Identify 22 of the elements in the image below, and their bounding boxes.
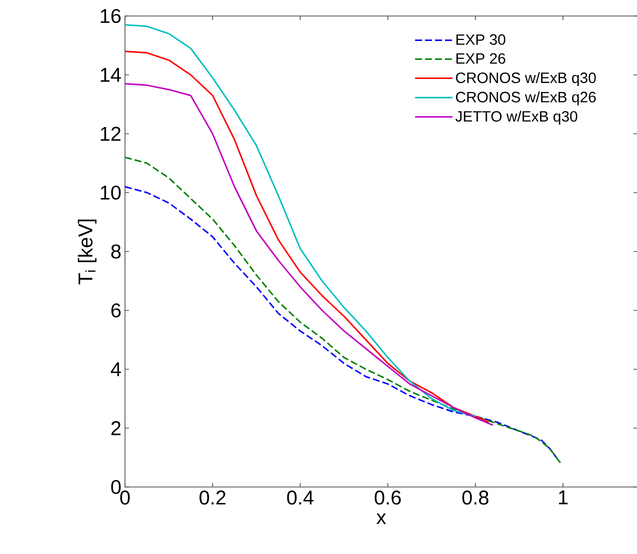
y-tick-label: 0 xyxy=(111,480,121,494)
x-axis-title: x xyxy=(376,513,386,524)
legend-label: JETTO w/ExB q30 xyxy=(455,110,578,125)
x-tick-label: 1 xyxy=(558,490,568,504)
y-tick-label: 8 xyxy=(111,244,121,259)
x-tick-label: 0.6 xyxy=(374,490,401,505)
y-tick-label: 2 xyxy=(111,421,120,436)
legend-label: CRONOS w/ExB q30 xyxy=(456,72,596,86)
legend-label: CRONOS w/ExB q26 xyxy=(456,91,596,106)
y-tick-label: 10 xyxy=(100,186,121,200)
x-tick-label: 0.4 xyxy=(287,490,314,505)
y-axis-title: T$_{i}$ [keV] xyxy=(78,220,96,284)
y-tick-label: 12 xyxy=(100,126,120,141)
y-tick-label: 16 xyxy=(100,8,121,24)
legend-label: EXP 30 xyxy=(456,34,506,45)
y-tick-label: 14 xyxy=(100,68,121,82)
x-tick-label: 0.8 xyxy=(462,490,488,505)
x-tick-label: 0.2 xyxy=(200,490,226,505)
legend-label: EXP 26 xyxy=(456,53,506,64)
x-tick-label: 0 xyxy=(120,490,130,505)
y-tick-label: 4 xyxy=(110,362,121,376)
y-tick-label: 6 xyxy=(111,303,121,318)
